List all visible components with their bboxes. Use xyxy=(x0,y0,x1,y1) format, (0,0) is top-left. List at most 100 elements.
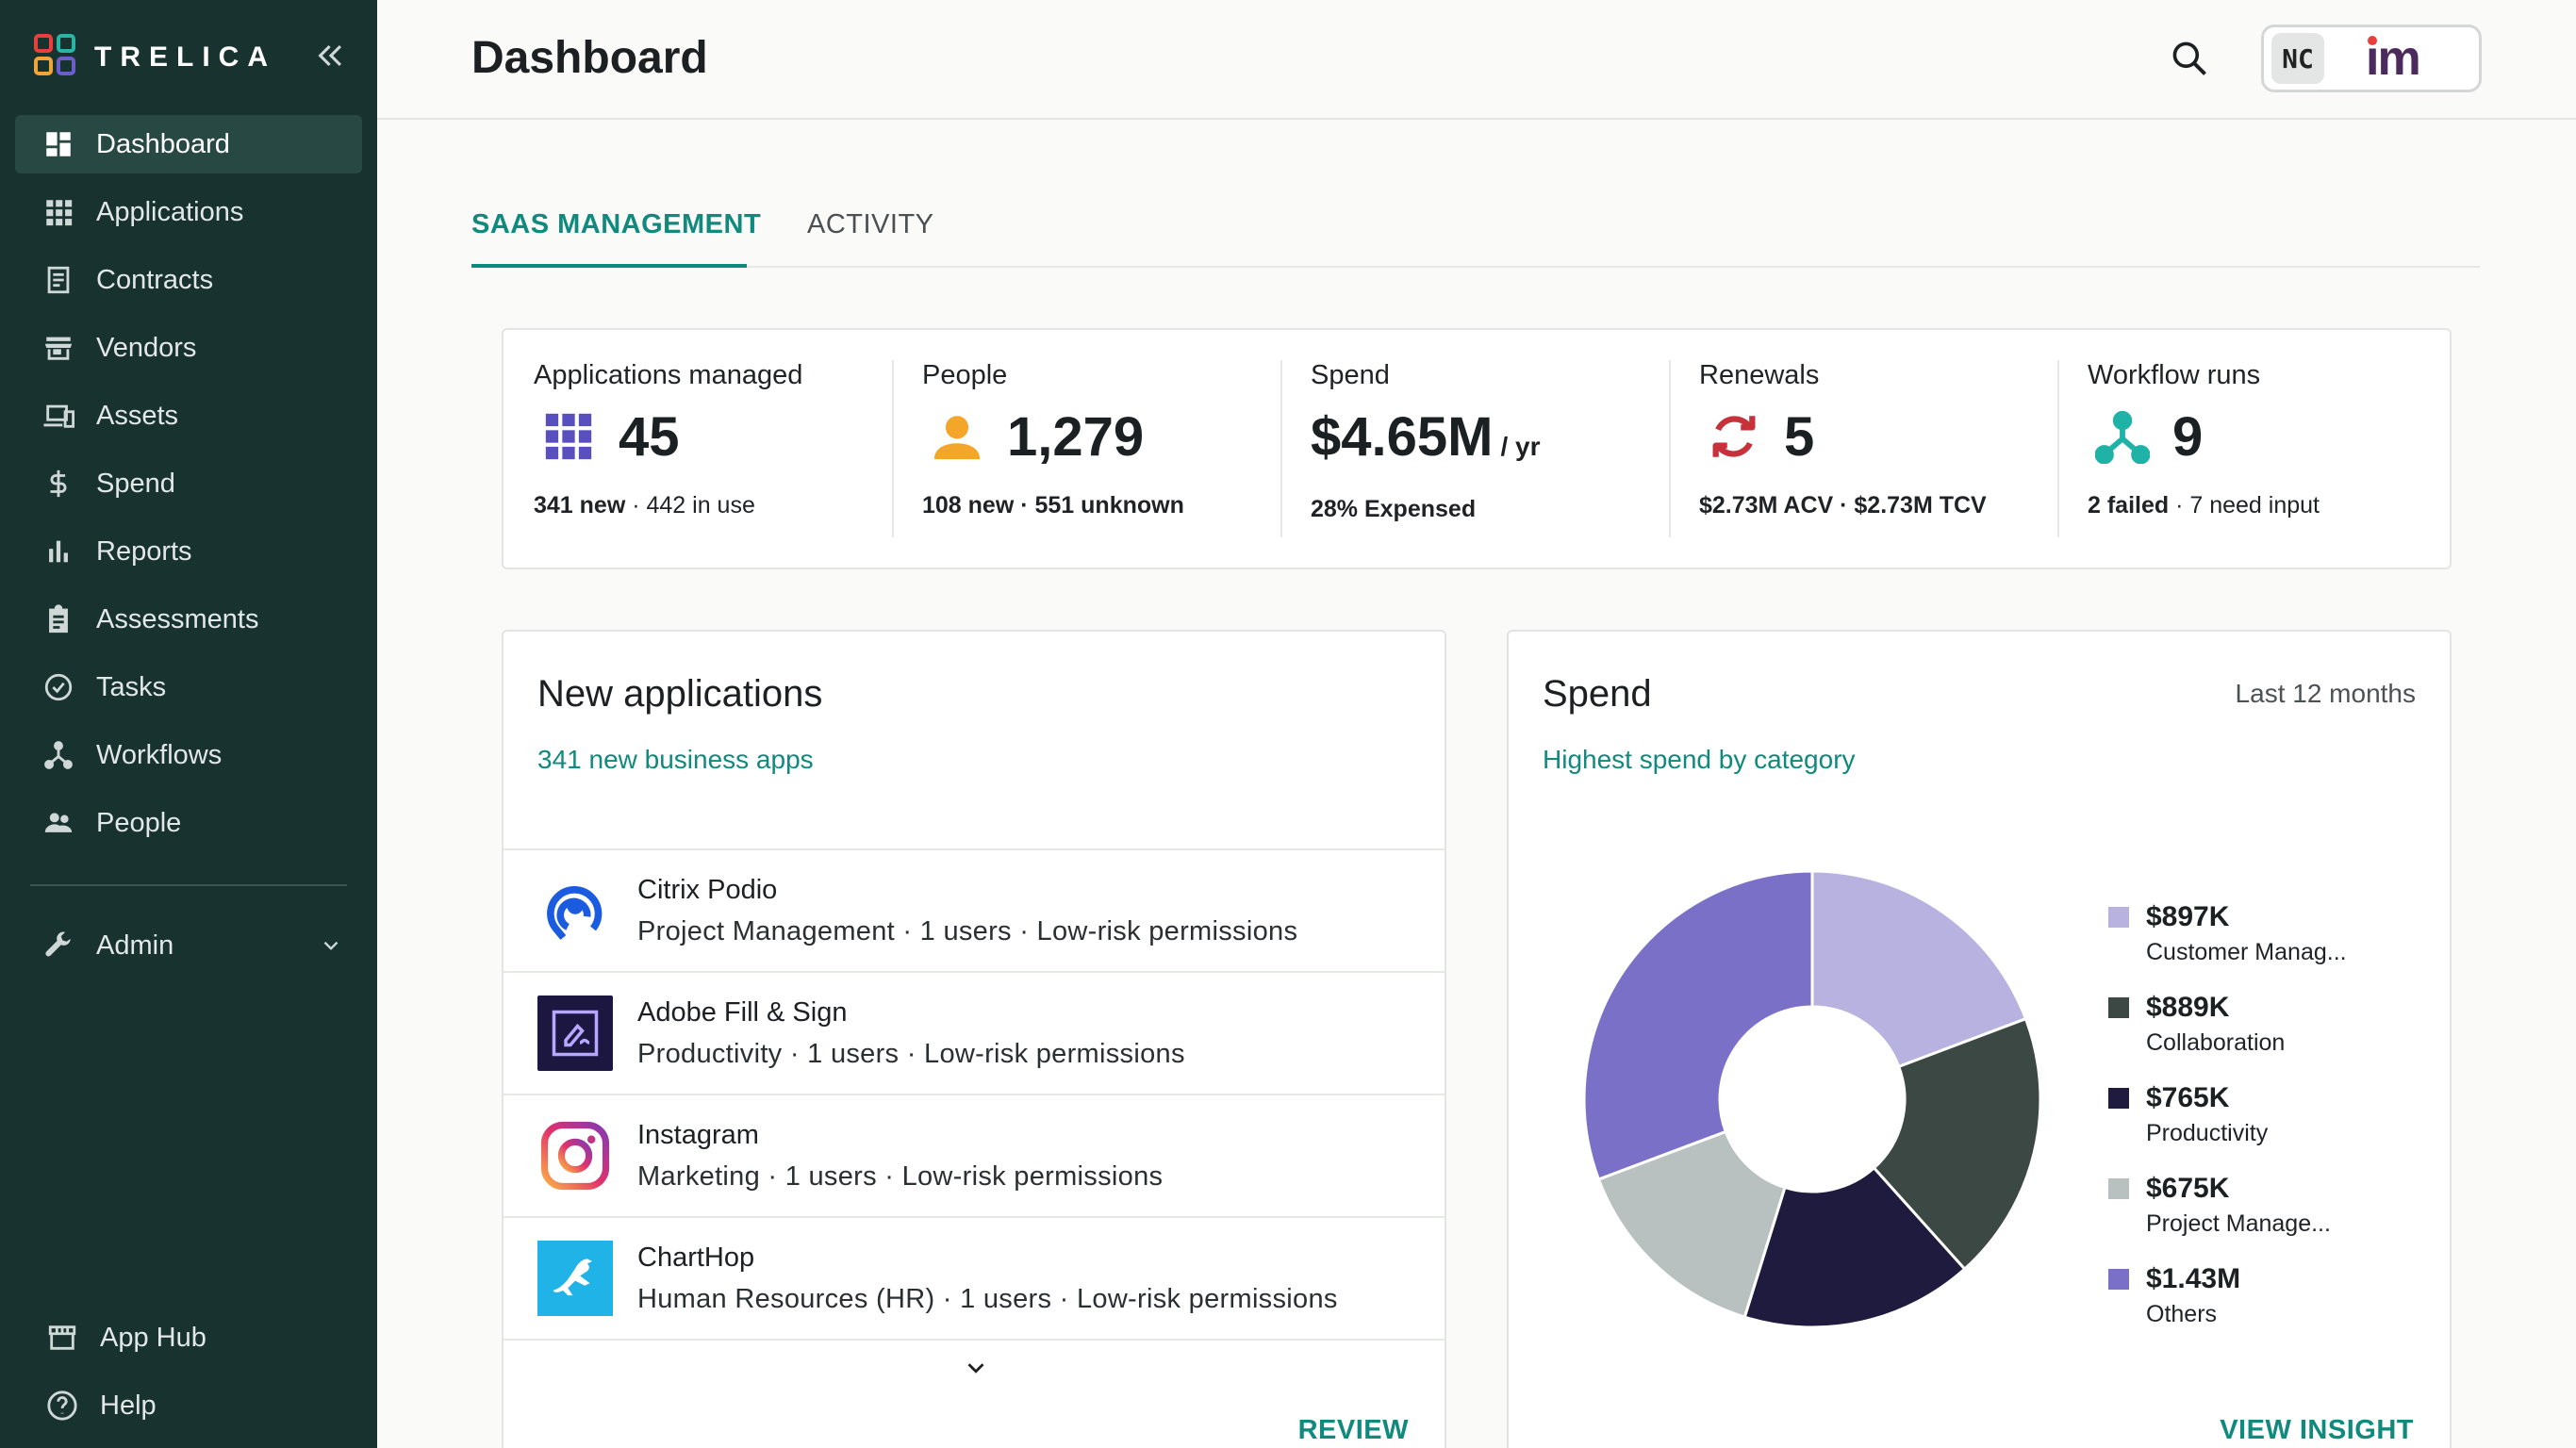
apps-grid-icon xyxy=(40,193,77,231)
tab-saas-management[interactable]: SAAS MANAGEMENT xyxy=(471,209,762,239)
legend-swatch xyxy=(2108,1088,2129,1109)
chevron-down-icon[interactable] xyxy=(319,933,343,958)
brand-name: TRELICA xyxy=(94,41,276,73)
spend-donut-chart[interactable] xyxy=(1577,864,2048,1335)
tab-activity[interactable]: ACTIVITY xyxy=(807,209,934,239)
donut-slice-0[interactable] xyxy=(1810,869,2028,1069)
sidebar-item-assessments[interactable]: Assessments xyxy=(15,590,362,649)
top-bar: Dashboard NC im xyxy=(377,0,2576,120)
card-title: New applications xyxy=(537,673,823,715)
stat-separator xyxy=(892,360,894,537)
app-row-instagram[interactable]: Instagram Marketing · 1 users · Low-risk… xyxy=(504,1094,1446,1216)
donut-slice-2[interactable] xyxy=(1742,1165,1967,1329)
sidebar-item-label: Tasks xyxy=(96,671,167,702)
app-description: Productivity · 1 users · Low-risk permis… xyxy=(637,1039,1185,1069)
sidebar-item-label: Contracts xyxy=(96,264,214,295)
stat-spend[interactable]: Spend $4.65M / yr 28% Expensed xyxy=(1311,360,1688,539)
stat-workflow-runs[interactable]: Workflow runs 9 2 failed · 7 need input xyxy=(2088,360,2465,539)
legend-swatch xyxy=(2108,907,2129,928)
stat-separator xyxy=(1669,360,1671,537)
app-description: Human Resources (HR) · 1 users · Low-ris… xyxy=(637,1284,1338,1314)
donut-slice-1[interactable] xyxy=(1872,1016,2042,1272)
stat-subtext: 28% Expensed xyxy=(1311,496,1477,522)
sidebar-item-dashboard[interactable]: Dashboard xyxy=(15,115,362,173)
sidebar-item-admin[interactable]: Admin xyxy=(15,916,362,975)
stat-value: $4.65M / yr xyxy=(1311,406,1541,468)
account-switcher[interactable]: NC im xyxy=(2261,25,2482,92)
workflow-icon xyxy=(2095,410,2150,464)
new-apps-link[interactable]: 341 new business apps xyxy=(537,745,814,774)
charthop-logo-icon xyxy=(537,1241,613,1316)
stat-applications-managed[interactable]: Applications managed 45 341 new · 442 in… xyxy=(534,360,911,539)
app-description: Marketing · 1 users · Low-risk permissio… xyxy=(637,1161,1164,1192)
renew-icon xyxy=(1712,416,1756,457)
stat-label: Spend xyxy=(1311,360,1390,390)
dashboard-icon xyxy=(40,125,77,163)
app-name: Instagram xyxy=(637,1120,759,1150)
legend-swatch xyxy=(2108,1269,2129,1290)
app-name: Adobe Fill & Sign xyxy=(637,997,848,1028)
stat-separator xyxy=(1280,360,1282,537)
donut-slice-4[interactable] xyxy=(1582,869,1814,1181)
legend-value: $897K xyxy=(2146,901,2230,932)
sidebar-item-assets[interactable]: Assets xyxy=(15,387,362,445)
app-name: ChartHop xyxy=(637,1242,755,1273)
trelica-logo-mark-icon xyxy=(34,34,81,81)
contract-icon xyxy=(40,261,77,299)
sidebar-item-label: Applications xyxy=(96,196,244,227)
stat-label: Applications managed xyxy=(534,360,803,390)
app-row-adobe-fill-sign[interactable]: Adobe Fill & Sign Productivity · 1 users… xyxy=(504,971,1446,1094)
card-title: Spend xyxy=(1543,673,1652,715)
sidebar-item-workflows[interactable]: Workflows xyxy=(15,726,362,784)
search-icon[interactable] xyxy=(2169,38,2210,79)
sidebar-item-contracts[interactable]: Contracts xyxy=(15,251,362,309)
spend-category-link[interactable]: Highest spend by category xyxy=(1543,745,1856,774)
clipboard-icon xyxy=(40,601,77,638)
legend-value: $1.43M xyxy=(2146,1263,2241,1294)
collapse-sidebar-icon[interactable] xyxy=(315,40,347,72)
bar-chart-icon xyxy=(40,533,77,570)
instagram-logo-icon xyxy=(537,1118,613,1193)
stat-value: 9 xyxy=(2172,406,2204,468)
sidebar-item-reports[interactable]: Reports xyxy=(15,522,362,581)
sidebar-item-people[interactable]: People xyxy=(15,794,362,852)
legend-swatch xyxy=(2108,1178,2129,1199)
chevron-down-icon[interactable] xyxy=(962,1354,990,1382)
sidebar-item-label: Spend xyxy=(96,468,175,499)
podio-logo-icon xyxy=(537,873,613,948)
dollar-icon xyxy=(40,465,77,502)
legend-value: $889K xyxy=(2146,992,2230,1023)
view-insight-button[interactable]: VIEW INSIGHT xyxy=(2220,1415,2414,1445)
people-icon xyxy=(40,804,77,842)
sidebar-item-applications[interactable]: Applications xyxy=(15,183,362,241)
review-button[interactable]: REVIEW xyxy=(1297,1415,1409,1445)
person-icon xyxy=(933,416,981,460)
legend-swatch xyxy=(2108,997,2129,1018)
sidebar-item-vendors[interactable]: Vendors xyxy=(15,319,362,377)
sidebar-item-tasks[interactable]: Tasks xyxy=(15,658,362,716)
stat-value: 1,279 xyxy=(1007,406,1145,468)
app-row-citrix-podio[interactable]: Citrix Podio Project Management · 1 user… xyxy=(504,848,1446,971)
stat-people[interactable]: People 1,279 108 new · 551 unknown xyxy=(922,360,1299,539)
store-icon xyxy=(40,329,77,367)
legend-label: Customer Manag... xyxy=(2146,939,2347,965)
stat-subtext: $2.73M ACV · $2.73M TCV xyxy=(1699,492,1987,518)
app-name: Citrix Podio xyxy=(637,875,778,905)
sidebar-item-spend[interactable]: Spend xyxy=(15,454,362,513)
apps-grid-icon xyxy=(545,413,592,460)
period-label: Last 12 months xyxy=(2235,679,2416,708)
donut-slice-3[interactable] xyxy=(1596,1129,1787,1320)
adobe-fill-sign-logo-icon xyxy=(537,996,613,1071)
sidebar-item-help[interactable]: Help xyxy=(15,1376,362,1435)
stat-renewals[interactable]: Renewals 5 $2.73M ACV · $2.73M TCV xyxy=(1699,360,2076,539)
sidebar-item-label: App Hub xyxy=(100,1322,206,1353)
sidebar-item-app-hub[interactable]: App Hub xyxy=(15,1308,362,1367)
trelica-logo[interactable]: TRELICA xyxy=(34,34,276,81)
check-circle-icon xyxy=(40,668,77,706)
sidebar-item-label: Assessments xyxy=(96,603,259,634)
stat-value: 5 xyxy=(1784,406,1815,468)
page-title: Dashboard xyxy=(471,33,708,83)
app-row-charthop[interactable]: ChartHop Human Resources (HR) · 1 users … xyxy=(504,1216,1446,1339)
devices-icon xyxy=(40,397,77,435)
legend-label: Collaboration xyxy=(2146,1029,2286,1056)
